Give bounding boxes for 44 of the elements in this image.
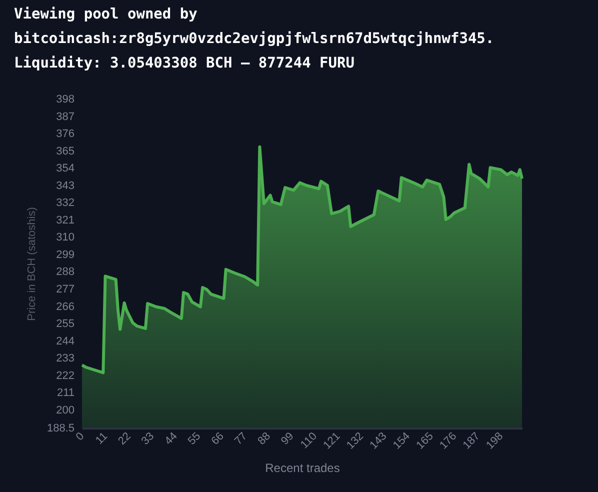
- y-tick-label: 288: [56, 266, 74, 278]
- y-tick-label: 211: [56, 387, 74, 400]
- x-tick-label: 55: [186, 430, 204, 448]
- y-tick-label: 310: [56, 232, 74, 244]
- text: Liquidity: 3.05403308 BCH — 877244 FURU: [14, 56, 354, 72]
- y-axis-title: Price in BCH (satoshis): [26, 207, 38, 321]
- y-tick-label: 332: [56, 197, 74, 210]
- y-tick-label: 387: [56, 110, 74, 123]
- x-tick-label: 88: [256, 430, 273, 448]
- y-tick-label: 321: [56, 214, 74, 226]
- y-tick-label: 188.5: [46, 422, 74, 434]
- x-tick-label: 44: [162, 430, 180, 448]
- x-tick-label: 198: [484, 430, 506, 452]
- x-tick-label: 77: [232, 430, 250, 448]
- y-tick-label: 233: [56, 352, 74, 365]
- x-tick-label: 176: [438, 430, 460, 452]
- text: bitcoincash:zr8g5yrw0vzdc2evjgpjfwlsrn67d5wtqcjhnwf345.: [14, 31, 494, 47]
- x-tick-label: 143: [368, 430, 390, 452]
- x-tick-label: 0: [74, 430, 87, 444]
- y-tick-label: 365: [56, 145, 74, 158]
- y-tick-label: 299: [56, 248, 74, 261]
- y-tick-label: 398: [56, 94, 74, 106]
- x-tick-label: 110: [298, 430, 320, 452]
- x-tick-label: 187: [460, 430, 482, 452]
- x-tick-label: 121: [321, 430, 343, 452]
- y-tick-label: 354: [56, 162, 74, 175]
- x-tick-label: 66: [209, 430, 226, 448]
- text: Viewing pool owned by: [14, 6, 198, 22]
- y-tick-label: 266: [56, 300, 74, 313]
- y-tick-label: 255: [56, 318, 74, 330]
- x-tick-label: 22: [116, 430, 134, 448]
- y-tick-label: 200: [56, 404, 74, 416]
- y-tick-label: 277: [56, 284, 74, 296]
- y-tick-label: 222: [56, 370, 74, 382]
- y-tick-label: 376: [56, 128, 74, 140]
- x-tick-label: 165: [414, 430, 436, 452]
- x-tick-label: 11: [93, 430, 110, 447]
- x-tick-label: 154: [391, 430, 413, 452]
- x-tick-label: 99: [279, 430, 296, 448]
- y-tick-label: 343: [56, 180, 74, 192]
- y-tick-label: 244: [56, 335, 74, 348]
- x-tick-label: 33: [139, 430, 157, 448]
- x-axis-title: Recent trades: [265, 461, 340, 476]
- x-tick-label: 132: [344, 430, 366, 452]
